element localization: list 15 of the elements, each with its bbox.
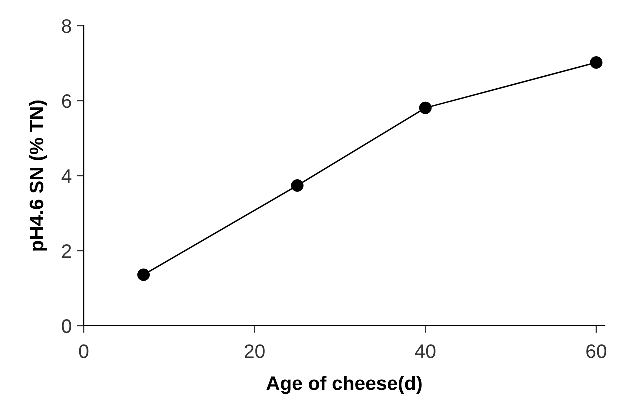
x-tick-label: 40 — [415, 344, 436, 358]
y-tick-label: 0 — [62, 319, 72, 334]
y-tick-label: 6 — [62, 94, 72, 108]
point — [138, 268, 150, 282]
x-tick-label: 60 — [586, 344, 607, 358]
x-tick-label: 0 — [79, 344, 89, 358]
point — [419, 102, 432, 114]
y-tick-label: 8 — [62, 19, 72, 34]
point — [291, 180, 304, 192]
x-tick-label: 20 — [244, 344, 265, 358]
y-axis-title: pH4.6 SN (% TN) — [29, 100, 48, 251]
point — [590, 56, 603, 69]
y-tick-label: 4 — [62, 170, 72, 184]
x-axis-title: Age of cheese(d) — [266, 376, 422, 394]
y-tick-label: 2 — [62, 244, 72, 258]
